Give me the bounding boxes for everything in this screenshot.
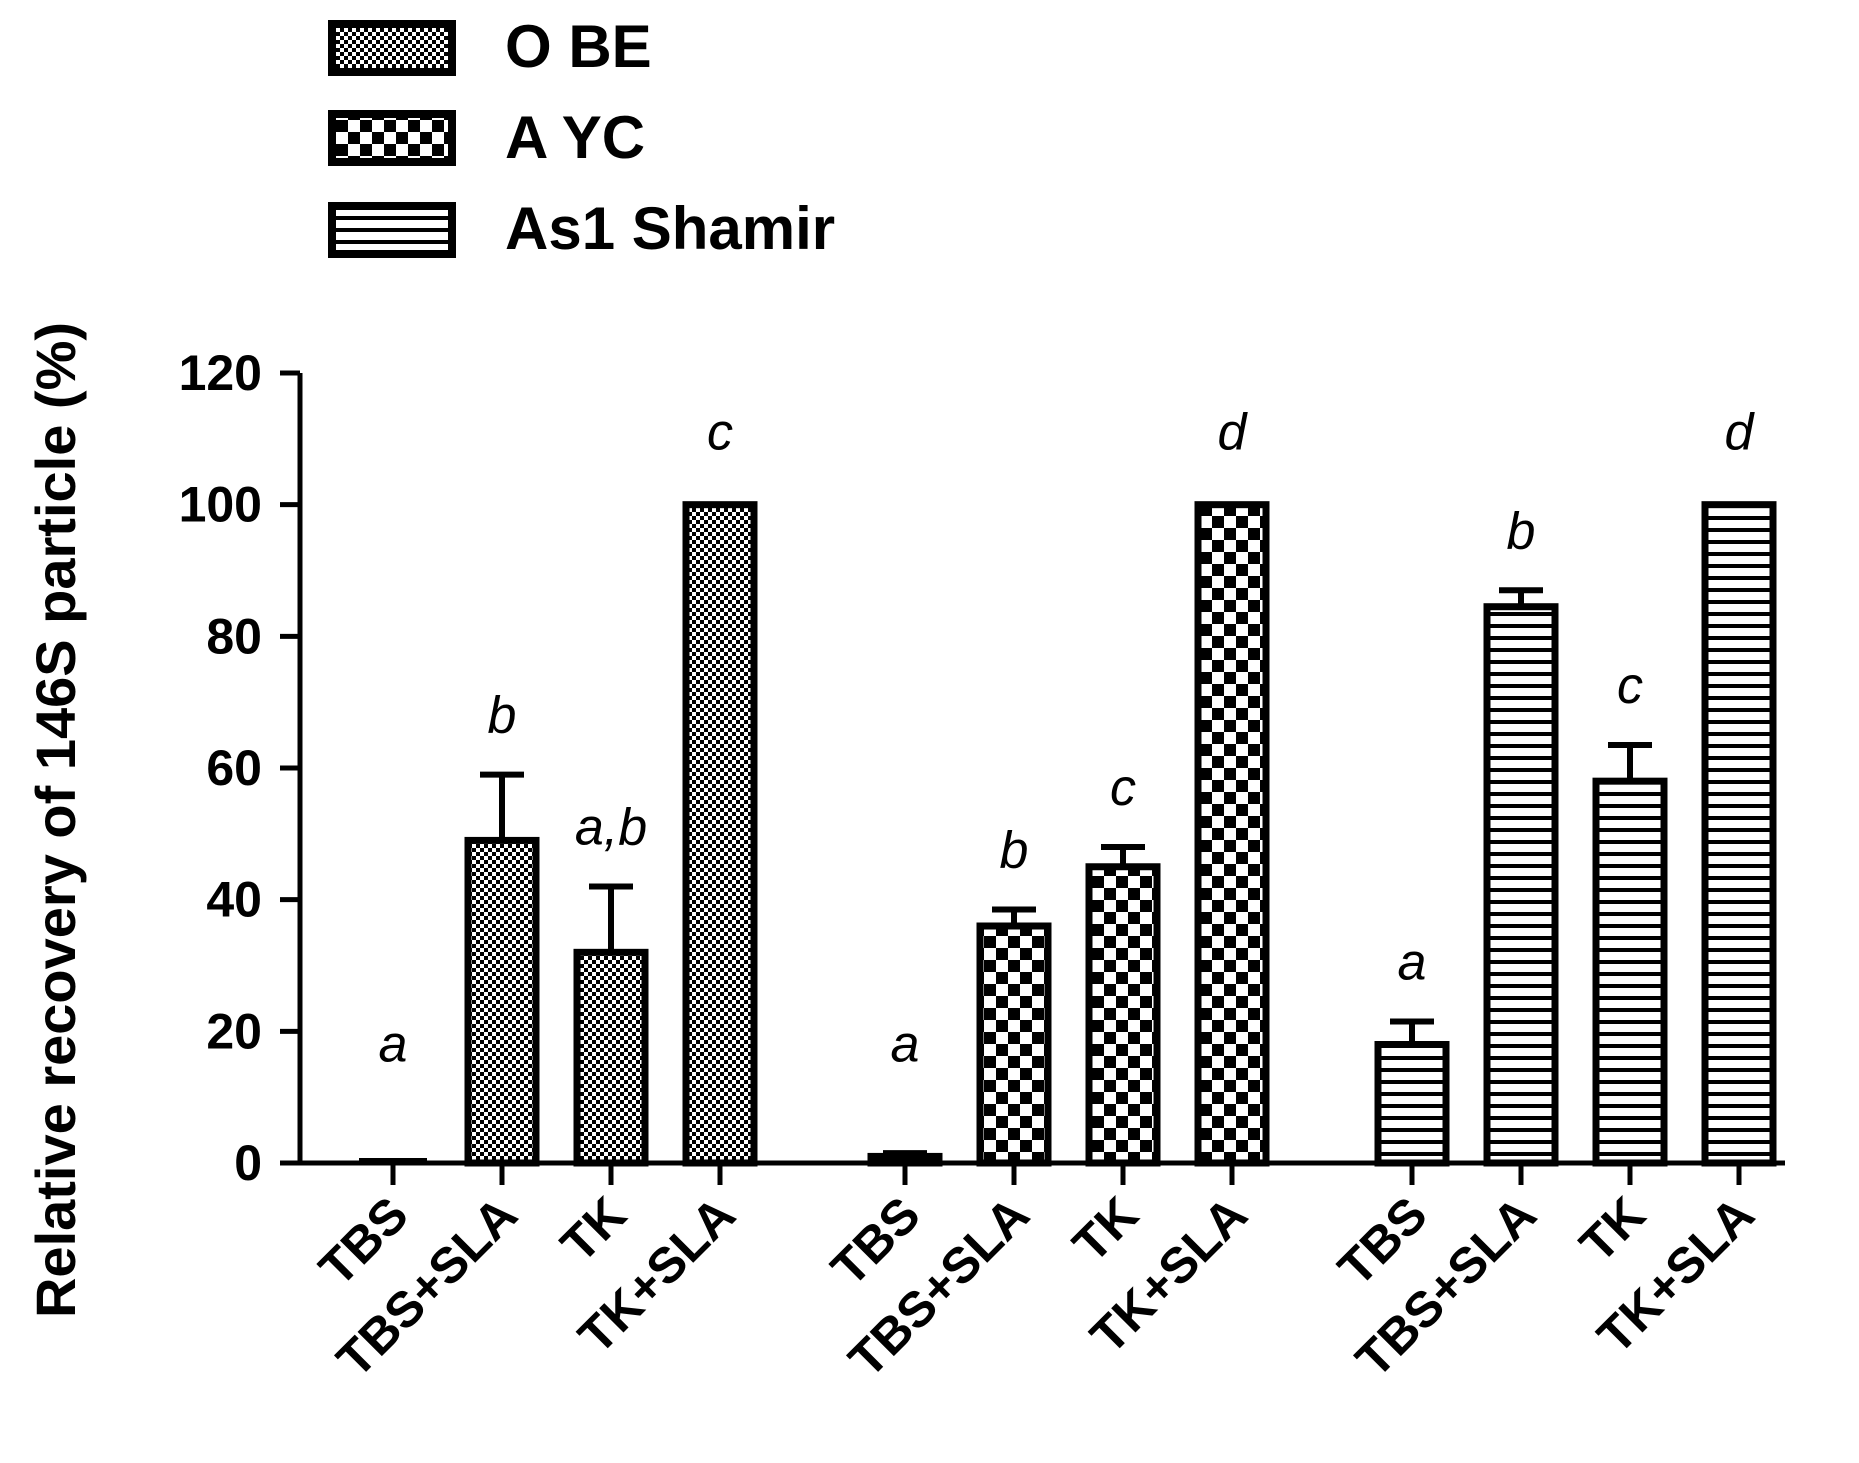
significance-label: b xyxy=(488,687,517,745)
legend-swatch-o-be xyxy=(328,20,456,76)
y-tick-label: 0 xyxy=(234,1135,262,1191)
bar-a-yc-tk xyxy=(1085,863,1161,1167)
significance-label: a xyxy=(1398,933,1427,991)
y-tick-label: 40 xyxy=(206,872,262,928)
legend-label-a-yc: A YC xyxy=(505,104,645,171)
bar-o-be-tk-plus-sla xyxy=(682,501,758,1167)
bar-a-yc-tbs xyxy=(867,1152,943,1167)
significance-label: d xyxy=(1218,404,1249,462)
bar-a-yc-tbs-plus-sla xyxy=(976,922,1052,1167)
y-axis-title: Relative recovery of 146S particle (%) xyxy=(24,322,87,1318)
y-tick-label: 80 xyxy=(206,608,262,664)
significance-label: a xyxy=(891,1015,920,1073)
significance-label: b xyxy=(1000,822,1029,880)
legend-swatch-as1-shamir xyxy=(328,202,456,258)
bars: a b a,b c a b c d a b c d xyxy=(359,404,1777,1167)
y-tick-label: 120 xyxy=(179,345,262,401)
legend-swatch-a-yc xyxy=(328,110,456,166)
x-category-label: TK xyxy=(1062,1186,1149,1273)
y-ticks: 0 20 40 60 80 100 120 xyxy=(179,345,300,1191)
y-tick-label: 20 xyxy=(206,1003,262,1059)
legend: O BE A YC As1 Shamir xyxy=(328,13,835,262)
significance-label: d xyxy=(1725,404,1756,462)
bar-as1-shamir-tbs-plus-sla xyxy=(1483,603,1559,1167)
significance-label: a xyxy=(379,1015,408,1073)
bar-as1-shamir-tk-plus-sla xyxy=(1701,501,1777,1167)
bar-as1-shamir-tk xyxy=(1592,777,1668,1167)
significance-label: a,b xyxy=(575,799,647,857)
significance-label: c xyxy=(707,404,733,462)
legend-label-o-be: O BE xyxy=(505,13,652,80)
bar-a-yc-tk-plus-sla xyxy=(1194,501,1270,1167)
legend-item-a-yc: A YC xyxy=(328,104,645,171)
legend-item-o-be: O BE xyxy=(328,13,652,80)
x-category-label: TK xyxy=(550,1186,637,1273)
legend-item-as1-shamir: As1 Shamir xyxy=(328,195,835,262)
bar-o-be-tbs-plus-sla xyxy=(464,836,540,1167)
x-category-label: TK xyxy=(1569,1186,1656,1273)
significance-label: c xyxy=(1617,657,1643,715)
y-tick-label: 60 xyxy=(206,740,262,796)
significance-label: b xyxy=(1507,502,1536,560)
y-tick-label: 100 xyxy=(179,477,262,533)
legend-label-as1-shamir: As1 Shamir xyxy=(505,195,835,262)
bar-as1-shamir-tbs xyxy=(1374,1041,1450,1167)
bar-o-be-tk xyxy=(573,948,649,1167)
significance-label: c xyxy=(1110,759,1136,817)
